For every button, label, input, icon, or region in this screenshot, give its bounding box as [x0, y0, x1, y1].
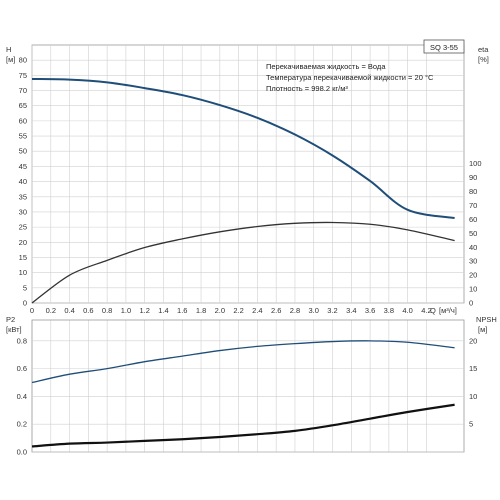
p2-axis-label: P2: [6, 315, 15, 324]
y-right-tick-label: 20: [469, 271, 477, 280]
p2-tick-label: 0.2: [17, 420, 27, 429]
p2-tick-label: 0.8: [17, 336, 27, 345]
x-tick-label: 2.2: [233, 306, 243, 315]
x-tick-label: 1.0: [121, 306, 131, 315]
y-right-tick-label: 50: [469, 229, 477, 238]
y-right-tick-label: 80: [469, 187, 477, 196]
npsh-axis-label: NPSH: [476, 315, 497, 324]
x-tick-label: 2.8: [290, 306, 300, 315]
y-left-tick-label: 5: [23, 283, 27, 292]
p2-tick-label: 0.6: [17, 364, 27, 373]
x-tick-label: 0.8: [102, 306, 112, 315]
y-right-tick-label: 70: [469, 201, 477, 210]
x-tick-label: 0.6: [83, 306, 93, 315]
y-right-axis-unit: [%]: [478, 55, 489, 64]
y-left-tick-label: 80: [19, 56, 27, 65]
x-tick-label: 3.6: [365, 306, 375, 315]
y-right-tick-label: 0: [469, 299, 473, 308]
x-tick-label: 0.2: [46, 306, 56, 315]
x-tick-label: 4.0: [402, 306, 412, 315]
y-left-tick-label: 55: [19, 132, 27, 141]
y-right-tick-label: 30: [469, 257, 477, 266]
npsh-tick-label: 10: [469, 392, 477, 401]
y-right-tick-label: 60: [469, 215, 477, 224]
y-right-tick-label: 100: [469, 159, 482, 168]
efficiency-curve: [31, 221, 455, 304]
npsh-axis-unit: [м]: [478, 325, 487, 334]
x-tick-label: 1.2: [139, 306, 149, 315]
x-tick-label: 4.2: [421, 306, 431, 315]
y-left-tick-label: 60: [19, 116, 27, 125]
y-left-tick-label: 25: [19, 223, 27, 232]
p2-tick-label: 0.0: [17, 448, 27, 457]
y-right-axis-label: eta: [478, 45, 489, 54]
y-left-tick-label: 35: [19, 192, 27, 201]
x-tick-label: 1.8: [196, 306, 206, 315]
p2-tick-label: 0.4: [17, 392, 27, 401]
power-curve: [31, 340, 455, 384]
y-left-tick-label: 70: [19, 86, 27, 95]
model-box: [423, 39, 465, 54]
npsh-tick-label: 5: [469, 420, 473, 429]
y-left-tick-label: 50: [19, 147, 27, 156]
x-axis-label: Q: [430, 306, 436, 315]
x-tick-label: 2.0: [215, 306, 225, 315]
bottom-plot-frame: [31, 319, 465, 453]
y-right-tick-label: 40: [469, 243, 477, 252]
y-left-tick-label: 75: [19, 71, 27, 80]
x-tick-label: 2.4: [252, 306, 262, 315]
x-tick-label: 1.4: [158, 306, 168, 315]
x-tick-label: 3.0: [309, 306, 319, 315]
y-left-tick-label: 10: [19, 268, 27, 277]
y-left-tick-label: 0: [23, 299, 27, 308]
model-label: SQ 3-55: [430, 43, 458, 52]
x-tick-label: 0: [30, 306, 34, 315]
x-tick-label: 3.4: [346, 306, 356, 315]
x-tick-label: 0.4: [64, 306, 74, 315]
x-tick-label: 1.6: [177, 306, 187, 315]
y-left-axis-unit: [м]: [6, 55, 15, 64]
y-right-tick-label: 90: [469, 173, 477, 182]
info-line: Температура перекачиваемой жидкости = 20…: [266, 73, 434, 82]
y-right-tick-label: 10: [469, 285, 477, 294]
y-left-tick-label: 30: [19, 207, 27, 216]
npsh-tick-label: 15: [469, 364, 477, 373]
y-left-axis-label: H: [6, 45, 11, 54]
x-axis-unit: [м³/ч]: [439, 306, 457, 315]
x-tick-label: 3.8: [384, 306, 394, 315]
y-left-tick-label: 20: [19, 238, 27, 247]
y-left-tick-label: 45: [19, 162, 27, 171]
head-curve: [31, 78, 455, 219]
y-left-tick-label: 15: [19, 253, 27, 262]
y-left-tick-label: 40: [19, 177, 27, 186]
x-tick-label: 3.2: [327, 306, 337, 315]
npsh-curve: [31, 403, 455, 448]
x-tick-label: 2.6: [271, 306, 281, 315]
info-line: Плотность = 998.2 кг/м³: [266, 84, 348, 93]
info-line: Перекачиваемая жидкость = Вода: [266, 62, 386, 71]
p2-axis-unit: [кВт]: [6, 325, 22, 334]
npsh-tick-label: 20: [469, 336, 477, 345]
y-left-tick-label: 65: [19, 101, 27, 110]
